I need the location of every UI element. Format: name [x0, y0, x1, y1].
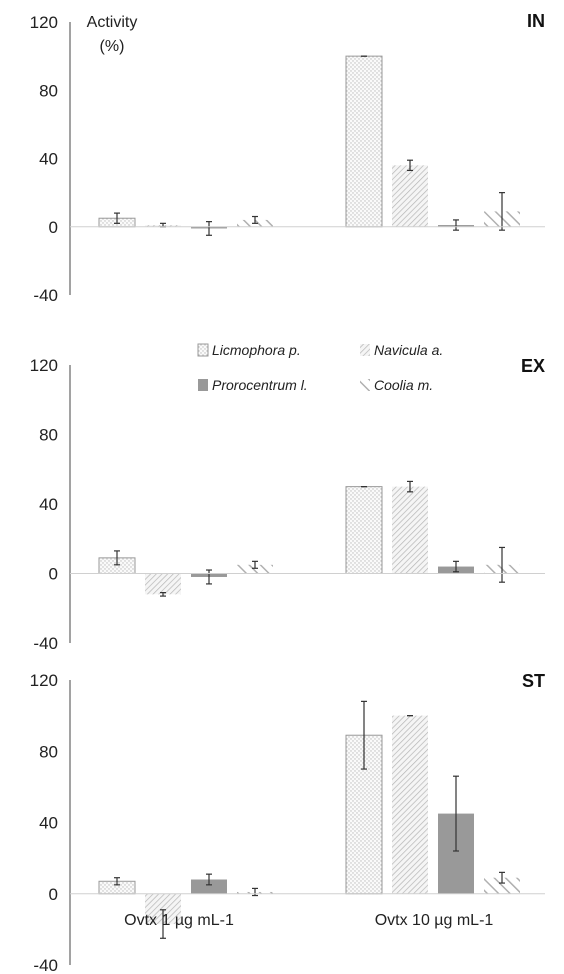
panel-label: ST [522, 671, 545, 691]
error-bar-navicula [160, 909, 166, 939]
legend: Licmophora p. Navicula a. Prorocentrum l. C… [197, 342, 443, 393]
panel-in: -40 0 40 80 120 IN Activity (%) [30, 11, 545, 305]
error-bar-navicula [407, 480, 413, 493]
bar-licmophora [345, 486, 383, 574]
y-tick-label: 40 [39, 150, 58, 169]
legend-swatch-navicula [360, 344, 370, 356]
error-bar-prorocentrum [206, 569, 212, 585]
y-tick-label: 0 [49, 885, 58, 904]
bar-coolia [237, 564, 273, 574]
error-bar-licmophora [114, 212, 120, 224]
y-tick-label: -40 [33, 634, 58, 653]
error-bar-prorocentrum [453, 560, 459, 573]
y-tick-label: 80 [39, 81, 58, 100]
error-bar-prorocentrum [206, 221, 212, 236]
y-tick-label: 120 [30, 13, 58, 32]
error-bar-navicula [160, 592, 166, 597]
error-bar-coolia [252, 215, 258, 224]
panel-label: IN [527, 11, 545, 31]
bar-licmophora [345, 55, 383, 228]
error-bar-licmophora [114, 877, 120, 886]
error-bar-coolia [499, 871, 505, 884]
legend-swatch-coolia [360, 379, 370, 391]
panel-ex: -40 0 40 80 120 EX [30, 356, 545, 653]
bar-navicula [392, 715, 428, 894]
category-label: Ovtx 1 µg mL-1 [124, 912, 234, 929]
error-bar-prorocentrum [453, 219, 459, 231]
y-tick-label: 40 [39, 495, 58, 514]
y-tick-label: 120 [30, 671, 58, 690]
y-tick-label: 80 [39, 742, 58, 761]
y-axis-label: Activity (%) [87, 14, 138, 55]
y-tick-label: 80 [39, 426, 58, 445]
bar-navicula [145, 573, 181, 595]
error-bar-coolia [252, 887, 258, 897]
error-bar-licmophora [361, 700, 367, 770]
legend-label-navicula: Navicula a. [374, 342, 443, 358]
panel-label: EX [521, 356, 545, 376]
y-tick-label: 40 [39, 814, 58, 833]
y-tick-label: -40 [33, 956, 58, 974]
bar-prorocentrum [191, 879, 227, 894]
category-label: Ovtx 10 µg mL-1 [375, 912, 494, 929]
y-tick-label: -40 [33, 286, 58, 305]
error-bar-prorocentrum [453, 775, 459, 852]
legend-swatch-licmophora [197, 343, 209, 357]
legend-swatch-prorocentrum [198, 379, 208, 391]
error-bar-navicula [407, 159, 413, 172]
y-tick-label: 0 [49, 565, 58, 584]
error-bar-coolia [499, 192, 505, 231]
error-bar-coolia [499, 546, 505, 583]
bar-navicula [392, 165, 428, 227]
y-tick-label: 0 [49, 218, 58, 237]
error-bar-licmophora [114, 550, 120, 566]
y-tick-label: 120 [30, 356, 58, 375]
legend-label-licmophora: Licmophora p. [212, 342, 301, 358]
error-bar-prorocentrum [206, 873, 212, 886]
error-bar-coolia [252, 560, 258, 569]
bar-navicula [392, 486, 428, 574]
panel-st: -40 0 40 80 120 ST Ovtx 1 µg mL-1 Ovtx 10 µg mL… [30, 671, 545, 974]
legend-label-prorocentrum: Prorocentrum l. [212, 377, 308, 393]
legend-label-coolia: Coolia m. [374, 377, 433, 393]
bar-coolia [484, 877, 520, 894]
